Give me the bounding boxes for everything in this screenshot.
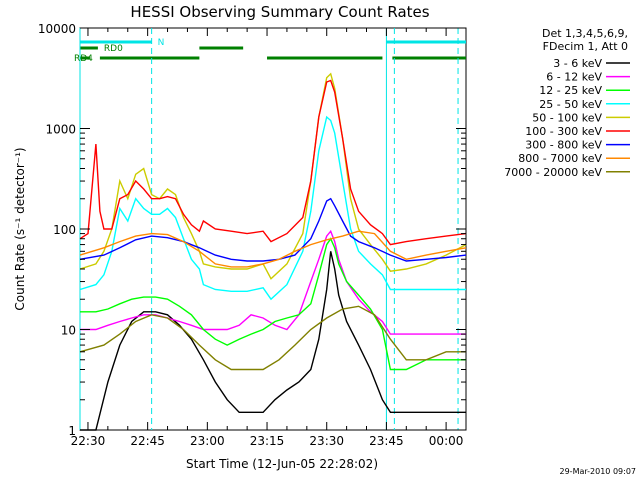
- legend-entry-label: 300 - 800 keV: [525, 139, 602, 152]
- legend-entry-label: 7000 - 20000 keV: [504, 166, 602, 179]
- plot-frame: [80, 28, 466, 430]
- legend-entry-label: 3 - 6 keV: [553, 57, 602, 70]
- band-label: RD4: [74, 54, 93, 64]
- y-axis-label: Count Rate (s⁻¹ detector⁻¹): [13, 147, 27, 310]
- series-line: [80, 117, 466, 299]
- series-line: [80, 81, 466, 245]
- x-tick-label: 23:45: [369, 434, 404, 448]
- legend-entry-label: 6 - 12 keV: [546, 71, 602, 84]
- legend-entry-label: 50 - 100 keV: [532, 111, 602, 124]
- timestamp: 29-Mar-2010 09:07: [560, 467, 637, 476]
- band-label: N: [158, 38, 165, 48]
- x-tick-label: 23:15: [250, 434, 285, 448]
- y-tick-label: 1: [68, 424, 76, 438]
- legend-header-line-2: FDecim 1, Att 0: [543, 40, 628, 53]
- legend-entry-label: 12 - 25 keV: [539, 84, 602, 97]
- legend-header-line-1: Det 1,3,4,5,6,9,: [542, 27, 628, 40]
- count-rate-chart: HESSI Observing Summary Count Rates N RD0…: [0, 0, 640, 480]
- x-tick-label: 23:30: [309, 434, 344, 448]
- band-label: RD0: [104, 44, 123, 54]
- y-tick-label: 100: [53, 223, 76, 237]
- x-tick-label: 00:00: [429, 434, 464, 448]
- x-axis-label: Start Time (12-Jun-05 22:28:02): [186, 457, 378, 471]
- series-line: [80, 231, 466, 334]
- y-tick-label: 1000: [45, 123, 76, 137]
- series-line: [80, 199, 466, 261]
- series-line: [80, 74, 466, 279]
- legend-entry-label: 800 - 7000 keV: [518, 152, 602, 165]
- x-tick-label: 22:45: [130, 434, 165, 448]
- chart-title: HESSI Observing Summary Count Rates: [130, 3, 429, 21]
- x-tick-label: 23:00: [190, 434, 225, 448]
- y-tick-label: 10: [61, 324, 76, 338]
- y-tick-label: 10000: [38, 22, 76, 36]
- series-line: [80, 251, 466, 430]
- legend-entry-label: 25 - 50 keV: [539, 98, 602, 111]
- legend-entry-label: 100 - 300 keV: [525, 125, 602, 138]
